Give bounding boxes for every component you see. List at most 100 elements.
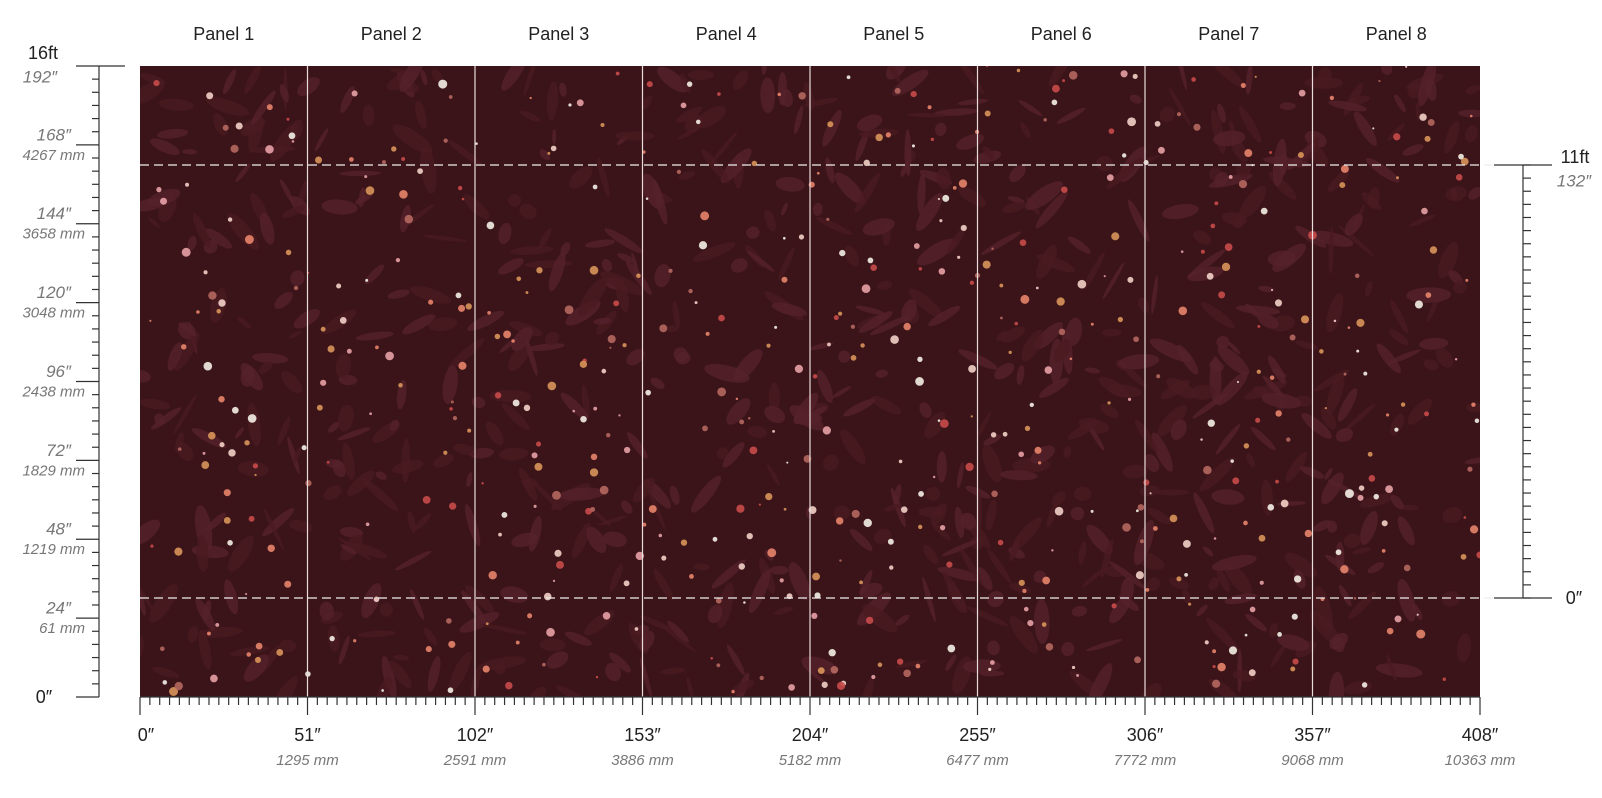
leaf	[498, 447, 529, 461]
flower	[1405, 66, 1408, 68]
leaf	[884, 66, 902, 84]
flower	[718, 314, 725, 322]
leaf	[237, 316, 252, 329]
leaf	[1030, 445, 1055, 464]
leaf	[1196, 604, 1208, 617]
leaf	[1367, 562, 1385, 574]
flower	[958, 179, 968, 188]
bottom-mm-label: 5182 mm	[779, 752, 842, 769]
flower	[794, 364, 804, 373]
leaf	[774, 606, 794, 616]
leaf	[919, 402, 932, 419]
leaf	[1238, 106, 1262, 143]
flower	[715, 597, 722, 604]
flower	[525, 291, 529, 294]
leaf	[402, 314, 436, 335]
leaf	[1338, 584, 1352, 607]
bottom-inch-label: 204″	[792, 725, 829, 745]
leaf	[548, 252, 566, 292]
flower	[1041, 622, 1047, 627]
leaf	[641, 95, 653, 110]
leaf	[539, 149, 551, 161]
flower	[952, 185, 957, 190]
flower	[645, 197, 649, 200]
flower	[1212, 649, 1217, 654]
flower	[1339, 182, 1346, 189]
flower	[1286, 437, 1291, 442]
flower	[777, 92, 782, 97]
leaf	[1122, 464, 1149, 479]
leaf	[277, 416, 291, 446]
flower	[601, 368, 607, 374]
flower	[1471, 402, 1476, 407]
leaf	[672, 301, 680, 329]
leaf	[877, 280, 893, 290]
leaf	[1258, 285, 1275, 293]
bottom-inch-label: 357″	[1294, 725, 1331, 745]
leaf	[1151, 432, 1173, 472]
flower	[228, 449, 236, 457]
leaf	[466, 310, 505, 332]
flower	[766, 343, 771, 348]
leaf	[1279, 102, 1296, 111]
flower	[550, 145, 557, 152]
flower	[932, 475, 936, 479]
leaf	[235, 427, 244, 439]
flower	[1465, 278, 1469, 282]
leaf	[140, 586, 146, 616]
leaf	[838, 350, 851, 363]
leaf	[983, 434, 1002, 446]
leaf	[767, 464, 780, 486]
leaf	[564, 631, 592, 646]
flower	[1416, 629, 1426, 639]
flower	[475, 142, 478, 145]
flower	[1157, 146, 1165, 154]
leaf	[293, 309, 320, 329]
flower	[1224, 243, 1233, 251]
leaf	[431, 69, 443, 83]
flower	[501, 511, 508, 518]
flower	[1122, 523, 1131, 532]
flower	[482, 665, 490, 673]
flower	[786, 461, 789, 464]
flower	[747, 417, 751, 420]
leaf	[1327, 170, 1350, 192]
leaf	[1365, 158, 1400, 183]
flower	[615, 71, 620, 76]
leaf	[322, 309, 357, 334]
leaf	[1098, 376, 1130, 398]
leaf	[498, 222, 512, 245]
panel-label: Panel 8	[1366, 24, 1427, 44]
leaf	[979, 670, 1005, 677]
leaf	[856, 114, 883, 132]
leaf	[375, 471, 387, 480]
leaf	[1025, 181, 1064, 211]
flower	[1107, 401, 1111, 405]
flower	[1394, 427, 1399, 432]
flower	[245, 592, 248, 596]
flower	[700, 211, 710, 221]
flower	[957, 255, 961, 259]
flower	[265, 145, 274, 154]
bottom-mm-label: 10363 mm	[1445, 752, 1516, 769]
flower	[593, 406, 598, 411]
leaf	[1364, 281, 1373, 297]
flower	[1301, 315, 1310, 324]
flower	[547, 381, 557, 391]
flower	[327, 345, 335, 353]
flower	[202, 451, 206, 455]
leaf	[149, 583, 178, 623]
flower	[1149, 492, 1152, 495]
leaf	[1129, 94, 1142, 104]
flower	[1347, 326, 1351, 329]
left-mm-label: 3048 mm	[22, 305, 85, 322]
flower	[284, 580, 292, 588]
leaf	[1326, 372, 1345, 415]
left-inch-label: 72″	[46, 441, 72, 460]
flower	[208, 291, 217, 300]
flower	[1403, 564, 1411, 572]
flower	[702, 425, 708, 432]
panel-label: Panel 6	[1031, 24, 1092, 44]
leaf	[1206, 618, 1239, 652]
flower	[1117, 316, 1124, 323]
